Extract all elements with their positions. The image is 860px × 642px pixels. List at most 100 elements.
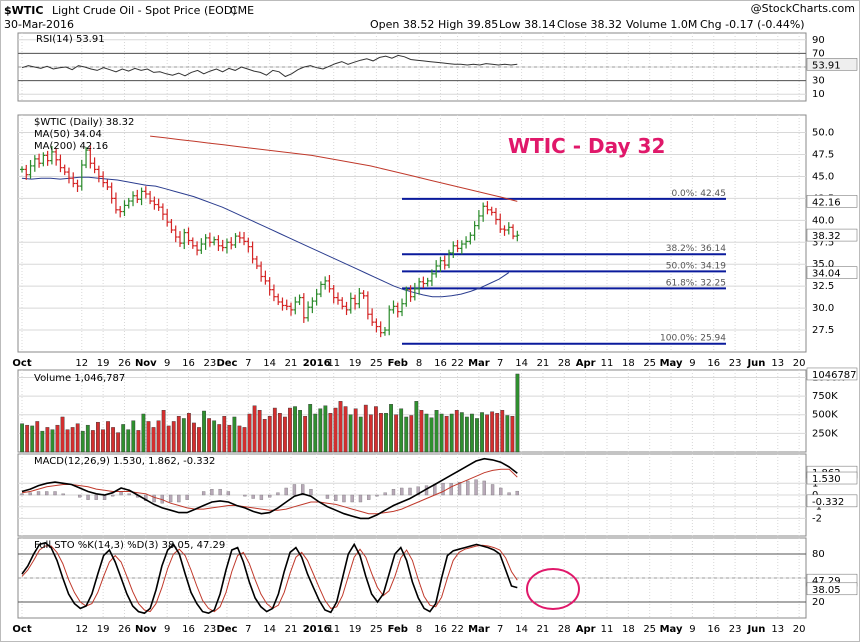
volume-bar: [515, 373, 520, 453]
volume-bar: [500, 410, 505, 453]
rsi-panel: 907050301053.91: [18, 35, 858, 100]
volume-bar: [181, 418, 186, 453]
macd-hist-bar: [119, 491, 123, 496]
x-tick-label: 16: [707, 624, 720, 635]
volume-bar: [262, 419, 267, 453]
macd-hist-bar: [284, 487, 288, 496]
macd-hist-bar: [53, 491, 57, 496]
x-tick-label: 16: [434, 624, 447, 635]
volume-bar: [75, 423, 80, 453]
volume-bar: [338, 401, 343, 453]
x-tick-label: 21: [285, 624, 298, 635]
macd-hist-bar: [94, 494, 98, 500]
x-tick-label: 14: [263, 624, 276, 635]
change-value: Chg -0.17 (-0.44%): [700, 18, 805, 31]
x-tick-label: Feb: [388, 624, 408, 635]
volume-legend: Volume 1,046,787: [34, 373, 125, 384]
macd-hist-bar: [449, 483, 453, 496]
macd-hist-bar: [367, 494, 371, 500]
volume-tick-label: 750K: [812, 391, 838, 402]
macd-hist-bar: [433, 484, 437, 496]
volume-tick-label: 250K: [812, 428, 838, 439]
x-tick-label: 26: [118, 624, 131, 635]
macd-hist-bar: [210, 488, 214, 496]
annotation-title: WTIC - Day 32: [508, 134, 665, 158]
volume-tick-label: 500K: [812, 410, 838, 421]
macd-hist-bar: [350, 494, 354, 503]
x-tick-label: 21: [537, 624, 550, 635]
macd-hist-bar: [309, 488, 313, 496]
macd-hist-bar: [474, 479, 478, 496]
macd-hist-bar: [45, 491, 49, 496]
macd-hist-bar: [400, 487, 404, 496]
macd-signal-line: [21, 468, 518, 515]
volume-bar: [116, 432, 121, 453]
rsi-tick-label: 70: [812, 48, 825, 59]
rsi-value-badge-bg: [806, 58, 858, 71]
volume-bar: [343, 406, 348, 453]
x-tick-label: 11: [327, 624, 340, 635]
volume-bar: [394, 414, 399, 453]
x-tick-label: 23: [204, 624, 217, 635]
volume-bar: [45, 427, 50, 453]
x-tick-label: 28: [558, 358, 571, 369]
x-tick-label: 20: [793, 358, 806, 369]
volume-bar: [242, 427, 247, 453]
macd-hist-bar: [391, 488, 396, 496]
sto-d-line: [21, 544, 518, 613]
x-tick-label: May: [660, 358, 683, 369]
price-tick-label: 37.5: [812, 237, 834, 248]
chart-date: 30-Mar-2016: [4, 18, 74, 31]
volume-bar: [434, 410, 439, 453]
x-tick-label: 11: [601, 358, 614, 369]
volume-bar: [333, 407, 338, 453]
x-tick-label: 23: [204, 358, 217, 369]
x-tick-label: Mar: [468, 624, 490, 635]
volume-value: Volume 1.0M: [626, 18, 697, 31]
macd-tick-label: -1: [812, 502, 822, 513]
price-tick-label: 27.5: [812, 325, 834, 336]
volume-bar: [237, 425, 242, 453]
volume-bar: [232, 416, 237, 453]
volume-bar: [409, 415, 414, 453]
volume-bar: [439, 413, 444, 453]
price-frame: [17, 114, 807, 353]
x-tick-label: 19: [97, 624, 110, 635]
volume-bar: [227, 424, 232, 453]
price-tick-label: 45.0: [812, 171, 834, 182]
volume-bar: [475, 418, 479, 453]
x-tick-label: 18: [622, 358, 635, 369]
macd-hist-bar: [61, 493, 65, 496]
x-tick-label: 9: [689, 358, 695, 369]
volume-bar: [156, 420, 161, 453]
x-tick-label: Apr: [576, 358, 596, 369]
sto-d-badge: 38.05: [812, 585, 841, 596]
volume-bar: [136, 430, 141, 453]
x-tick-label: 23: [729, 358, 742, 369]
macd-hist-bar: [168, 494, 173, 503]
volume-bar: [146, 421, 151, 453]
ma50-badge: 34.04: [812, 269, 841, 280]
rsi-tick-label: 10: [812, 89, 825, 100]
x-tick-label: 2016: [303, 358, 331, 369]
volume-bar: [192, 422, 196, 453]
sto-tick-label: 20: [812, 597, 825, 608]
volume-bar: [272, 407, 277, 453]
x-tick-label: May: [660, 624, 683, 635]
volume-bar: [505, 415, 510, 453]
rsi-tick-label: 30: [812, 76, 825, 87]
volume-bar: [121, 424, 126, 453]
x-tick-label: 9: [164, 624, 170, 635]
volume-bar: [368, 414, 373, 453]
macd-hist-badge: -0.332: [812, 497, 844, 508]
rsi-tick-label: 90: [812, 35, 825, 46]
volume-bar: [404, 416, 409, 453]
volume-bar: [353, 408, 358, 453]
volume-bar: [90, 430, 95, 453]
x-tick-label: Dec: [216, 624, 237, 635]
volume-bar: [60, 416, 65, 453]
macd-hist-bar: [226, 491, 231, 496]
